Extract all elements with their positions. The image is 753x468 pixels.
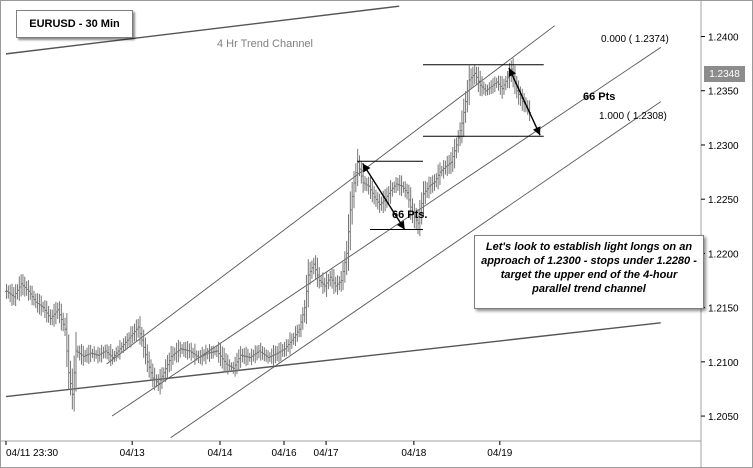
move-arrow-2-head-start — [508, 67, 517, 77]
move-arrow-1-head-start — [362, 163, 371, 173]
y-tick-label: 1.2350 — [708, 87, 739, 98]
levels-layer — [357, 64, 544, 231]
pts-label-lower: 66 Pts. — [392, 209, 427, 221]
y-tick-label: 1.2050 — [708, 412, 739, 423]
fib-zero-label: 0.000 ( 1.2374) — [601, 34, 669, 45]
x-tick-label: 04/13 — [120, 448, 145, 459]
move-arrow-1 — [362, 163, 406, 230]
fib-one-label: 1.000 ( 1.2308) — [599, 111, 667, 122]
trendline-long-term-lower-support — [5, 322, 661, 398]
chart-title: EURUSD - 30 Min — [16, 10, 133, 38]
arrows-layer — [362, 67, 541, 230]
x-tick-label: 04/18 — [401, 448, 426, 459]
y-tick-label: 1.2400 — [708, 33, 739, 44]
x-axis-ticks: 04/11 23:30 04/13 04/14 04/16 04/17 04/18 04/1… — [5, 441, 513, 459]
y-tick-label: 1.2150 — [708, 304, 739, 315]
x-tick-label: 04/19 — [487, 448, 512, 459]
trendline-channel-upper — [106, 25, 555, 365]
move-arrow-2-head-end — [532, 126, 541, 136]
trendline-4hr-upper-line — [5, 5, 400, 55]
trendlines-layer — [5, 5, 662, 439]
move-arrow-2 — [508, 67, 541, 136]
y-tick-label: 1.2250 — [708, 195, 739, 206]
y-tick-label: 1.2200 — [708, 249, 739, 260]
pts-label-upper: 66 Pts — [583, 91, 615, 103]
price-bars-layer — [5, 58, 532, 412]
y-tick-label: 1.2100 — [708, 358, 739, 369]
x-tick-label: 04/11 23:30 — [6, 448, 59, 459]
analysis-note: Let's look to establish light longs on a… — [474, 235, 704, 309]
channel-label: 4 Hr Trend Channel — [217, 38, 313, 50]
move-arrow-1-head-end — [396, 220, 405, 230]
y-axis-ticks: 1.2400 1.2350 1.2300 1.2250 1.2200 1.2150 1.21… — [701, 33, 739, 423]
x-tick-label: 04/16 — [271, 448, 296, 459]
last-price-tag: 1.2348 — [704, 66, 745, 82]
axis-separators — [1, 1, 702, 467]
y-tick-label: 1.2300 — [708, 141, 739, 152]
x-tick-label: 04/17 — [314, 448, 339, 459]
x-tick-label: 04/14 — [207, 448, 232, 459]
trendline-channel-lower — [170, 101, 662, 439]
